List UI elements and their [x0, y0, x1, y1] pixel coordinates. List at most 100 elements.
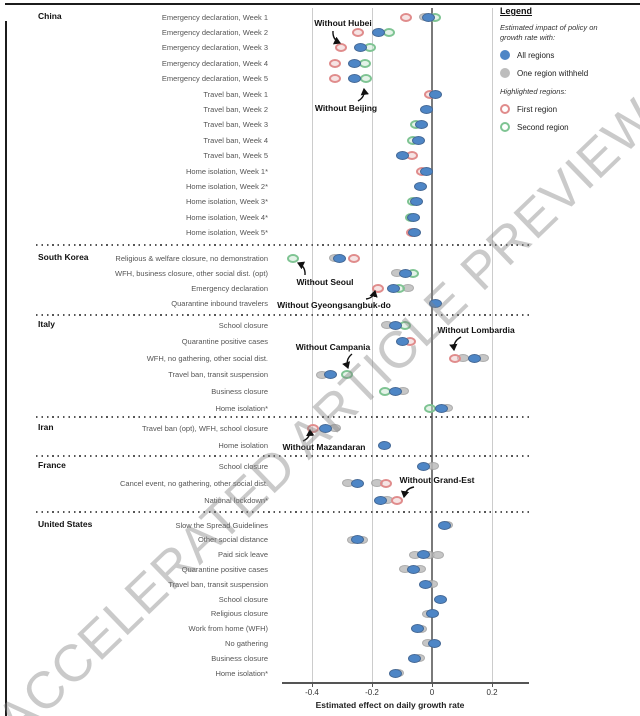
country-label: Iran	[38, 422, 54, 432]
legend: Legend Estimated impact of policy on gro…	[500, 6, 638, 140]
second-region-ring-icon	[500, 122, 510, 132]
data-point-blue	[427, 638, 441, 648]
left-border-line	[5, 21, 7, 716]
data-point-blue	[388, 668, 402, 678]
axis-tick	[491, 682, 493, 687]
first-region-ring-icon	[500, 104, 510, 114]
annotation-arrow	[357, 87, 370, 102]
policy-row-label: Emergency declaration, Week 5	[161, 74, 268, 84]
policy-row-label: WFH, no gathering, other social dist.	[146, 353, 268, 363]
policy-row-label: Home isolation, Week 5*	[186, 228, 268, 238]
policy-row-label: Business closure	[211, 386, 268, 396]
country-label: China	[38, 11, 62, 21]
data-point-blue	[410, 624, 424, 634]
data-point-blue	[347, 58, 361, 68]
policy-row-label: Emergency declaration	[191, 283, 268, 293]
data-point-blue	[409, 197, 423, 207]
data-point-blue	[421, 12, 435, 22]
data-point-blue	[420, 166, 434, 176]
policy-row-label: Religious closure	[210, 609, 268, 619]
policy-row-label: Travel ban (opt), WFH, school closure	[141, 423, 268, 433]
country-label: France	[38, 460, 66, 470]
policy-row-label: Home isolation*	[215, 403, 268, 413]
policy-row-label: Travel ban, Week 3	[203, 120, 268, 130]
section-separator	[36, 455, 530, 457]
legend-item-one-region-withheld: One region withheld	[500, 68, 638, 78]
policy-row-label: Travel ban, Week 2	[203, 104, 268, 114]
data-point-blue	[372, 27, 386, 37]
annotation-label: Without Gyeongsangbuk-do	[277, 300, 391, 310]
legend-item-first-region: First region	[500, 104, 638, 114]
section-separator	[36, 244, 530, 246]
policy-row-label: Paid sick leave	[217, 550, 268, 560]
data-point-blue	[406, 564, 420, 574]
policy-row-label: Slow the Spread Guidelines	[175, 520, 268, 530]
annotation-label: Without Mazandaran	[282, 442, 366, 452]
data-point-blue	[333, 253, 347, 263]
axis-tick-label: -0.4	[305, 688, 319, 697]
annotation-label: Without Grand-Est	[399, 475, 475, 485]
data-point-blue	[378, 440, 392, 450]
gridline	[491, 8, 493, 682]
policy-row-label: National lockdown*	[204, 495, 268, 505]
data-point-blue	[323, 370, 337, 380]
data-point-blue	[408, 228, 422, 238]
data-point-blue	[388, 386, 402, 396]
data-point-blue	[395, 337, 409, 347]
data-point-green	[287, 253, 300, 263]
data-point-blue	[426, 609, 440, 619]
policy-row-label: Home isolation	[218, 440, 268, 450]
policy-row-label: School closure	[218, 594, 268, 604]
axis-tick	[431, 682, 433, 687]
legend-item-label: One region withheld	[517, 68, 589, 78]
annotation-arrow	[332, 30, 342, 45]
data-point-blue	[396, 151, 410, 161]
data-point-green	[359, 58, 372, 68]
data-point-blue	[420, 104, 434, 114]
legend-item-label: All regions	[517, 50, 555, 60]
policy-row-label: Quarantine inbound travelers	[171, 298, 268, 308]
data-point-pink	[351, 27, 364, 37]
country-label: Italy	[38, 319, 56, 329]
policy-row-label: Other social distance	[197, 535, 268, 545]
data-point-blue	[406, 212, 420, 222]
axis-tick	[311, 682, 313, 687]
legend-item-label: Second region	[517, 122, 569, 132]
legend-item-second-region: Second region	[500, 122, 638, 132]
data-point-pink	[329, 58, 342, 68]
policy-row-label: Home isolation, Week 1*	[186, 166, 268, 176]
data-point-green	[341, 370, 354, 380]
legend-title: Legend	[500, 6, 533, 16]
data-point-blue	[418, 579, 432, 589]
data-point-pink	[399, 12, 412, 22]
data-point-blue	[434, 403, 448, 413]
policy-row-label: Religious & welfare closure, no demonstr…	[115, 253, 268, 263]
policy-row-label: Home isolation*	[215, 668, 268, 678]
policy-row-label: Travel ban, Week 5	[203, 151, 268, 161]
data-point-blue	[438, 520, 452, 530]
annotation-arrow	[449, 336, 462, 352]
data-point-blue	[353, 43, 367, 53]
annotation-arrow	[400, 486, 415, 499]
data-point-blue	[408, 653, 422, 663]
policy-row-label: School closure	[218, 461, 268, 471]
x-axis-title: Estimated effect on daily growth rate	[315, 700, 465, 710]
data-point-pink	[380, 478, 393, 488]
annotation-arrow	[342, 353, 353, 370]
gridline	[311, 8, 313, 682]
policy-row-label: Home isolation, Week 2*	[186, 181, 268, 191]
section-separator	[36, 314, 530, 316]
policy-row-label: Emergency declaration, Week 2	[161, 27, 268, 37]
top-border-line	[5, 3, 640, 5]
policy-row-label: Emergency declaration, Week 4	[161, 58, 268, 68]
axis-tick-label: 0	[429, 688, 435, 697]
policy-row-label: Travel ban, transit suspension	[168, 370, 268, 380]
data-point-pink	[306, 423, 319, 433]
policy-row-label: School closure	[218, 320, 268, 330]
section-separator	[36, 511, 530, 513]
data-point-blue	[412, 135, 425, 145]
annotation-label: Without Seoul	[296, 277, 354, 287]
data-point-blue	[350, 535, 364, 545]
policy-row-label: Business closure	[211, 653, 268, 663]
data-point-blue	[429, 298, 443, 308]
